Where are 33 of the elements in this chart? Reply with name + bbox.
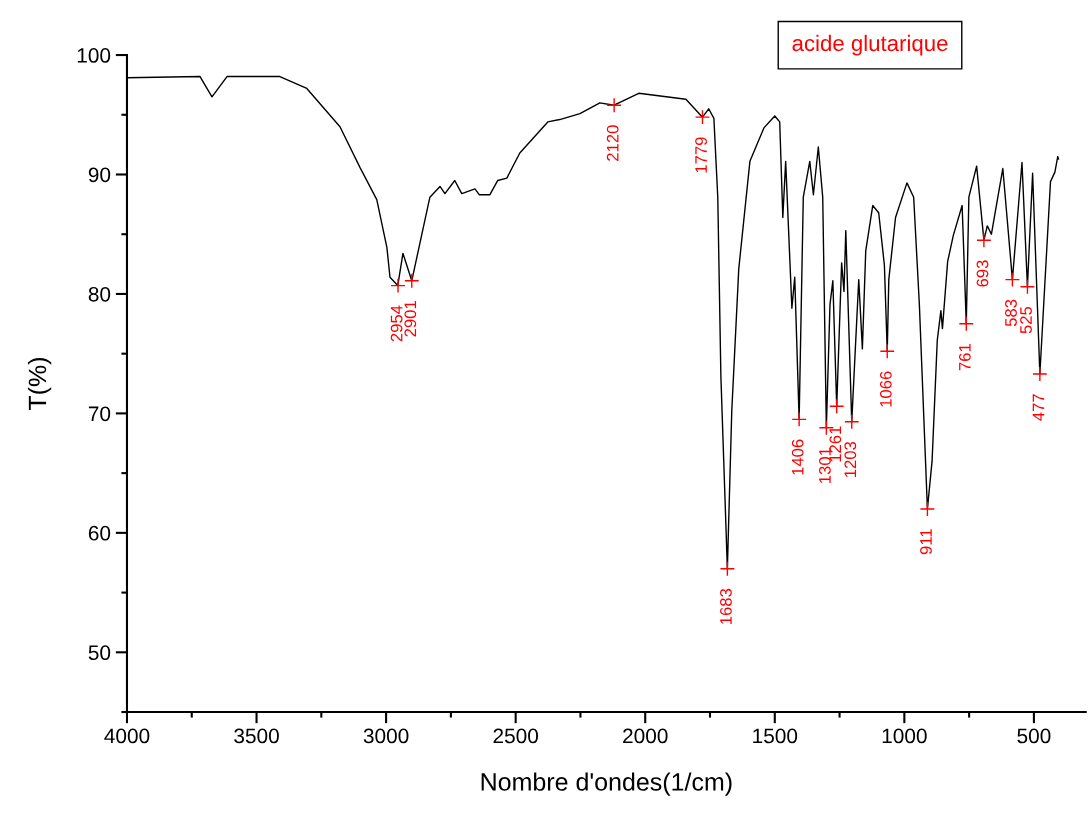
annotation: 1683	[720, 588, 732, 624]
annotation: 2954	[390, 305, 403, 342]
annotation: 1066	[879, 371, 892, 407]
annotation: 761	[958, 344, 971, 371]
annotation: 1203	[844, 441, 857, 478]
annotation: 693	[976, 260, 989, 287]
x-tick-label: 4000	[104, 728, 150, 744]
annotation: 1406	[791, 439, 804, 475]
y-tick-label: 80	[88, 286, 111, 302]
y-tick-label: 60	[88, 525, 111, 541]
x-tick-label: 3500	[234, 728, 279, 744]
annotation: 2901	[404, 301, 417, 337]
annotation: 911	[920, 529, 932, 555]
annotation: 1261	[829, 426, 842, 462]
annotation: 1301	[819, 447, 831, 483]
x-tick-label: 2000	[623, 728, 668, 744]
y-tick-label: 70	[88, 406, 111, 422]
x-tick-label: 1000	[882, 728, 927, 744]
y-tick-label: 50	[88, 645, 111, 661]
y-tick-label: 90	[88, 167, 111, 183]
chart-title: acide glutarique	[792, 34, 948, 56]
annotation: 583	[1005, 299, 1017, 327]
x-axis-title: Nombre d'ondes(1/cm)	[481, 772, 732, 796]
x-tick-label: 2500	[493, 728, 539, 744]
y-tick-label: 100	[77, 48, 111, 63]
annotation: 477	[1032, 394, 1045, 421]
annotation: 525	[1020, 306, 1032, 334]
x-tick-label: 500	[1017, 728, 1051, 744]
x-tick-label: 1500	[753, 728, 798, 744]
annotation: 2120	[606, 125, 619, 161]
y-axis-title: T(%)	[27, 358, 52, 411]
annotation: 1779	[695, 137, 707, 173]
x-tick-label: 3000	[363, 728, 409, 744]
